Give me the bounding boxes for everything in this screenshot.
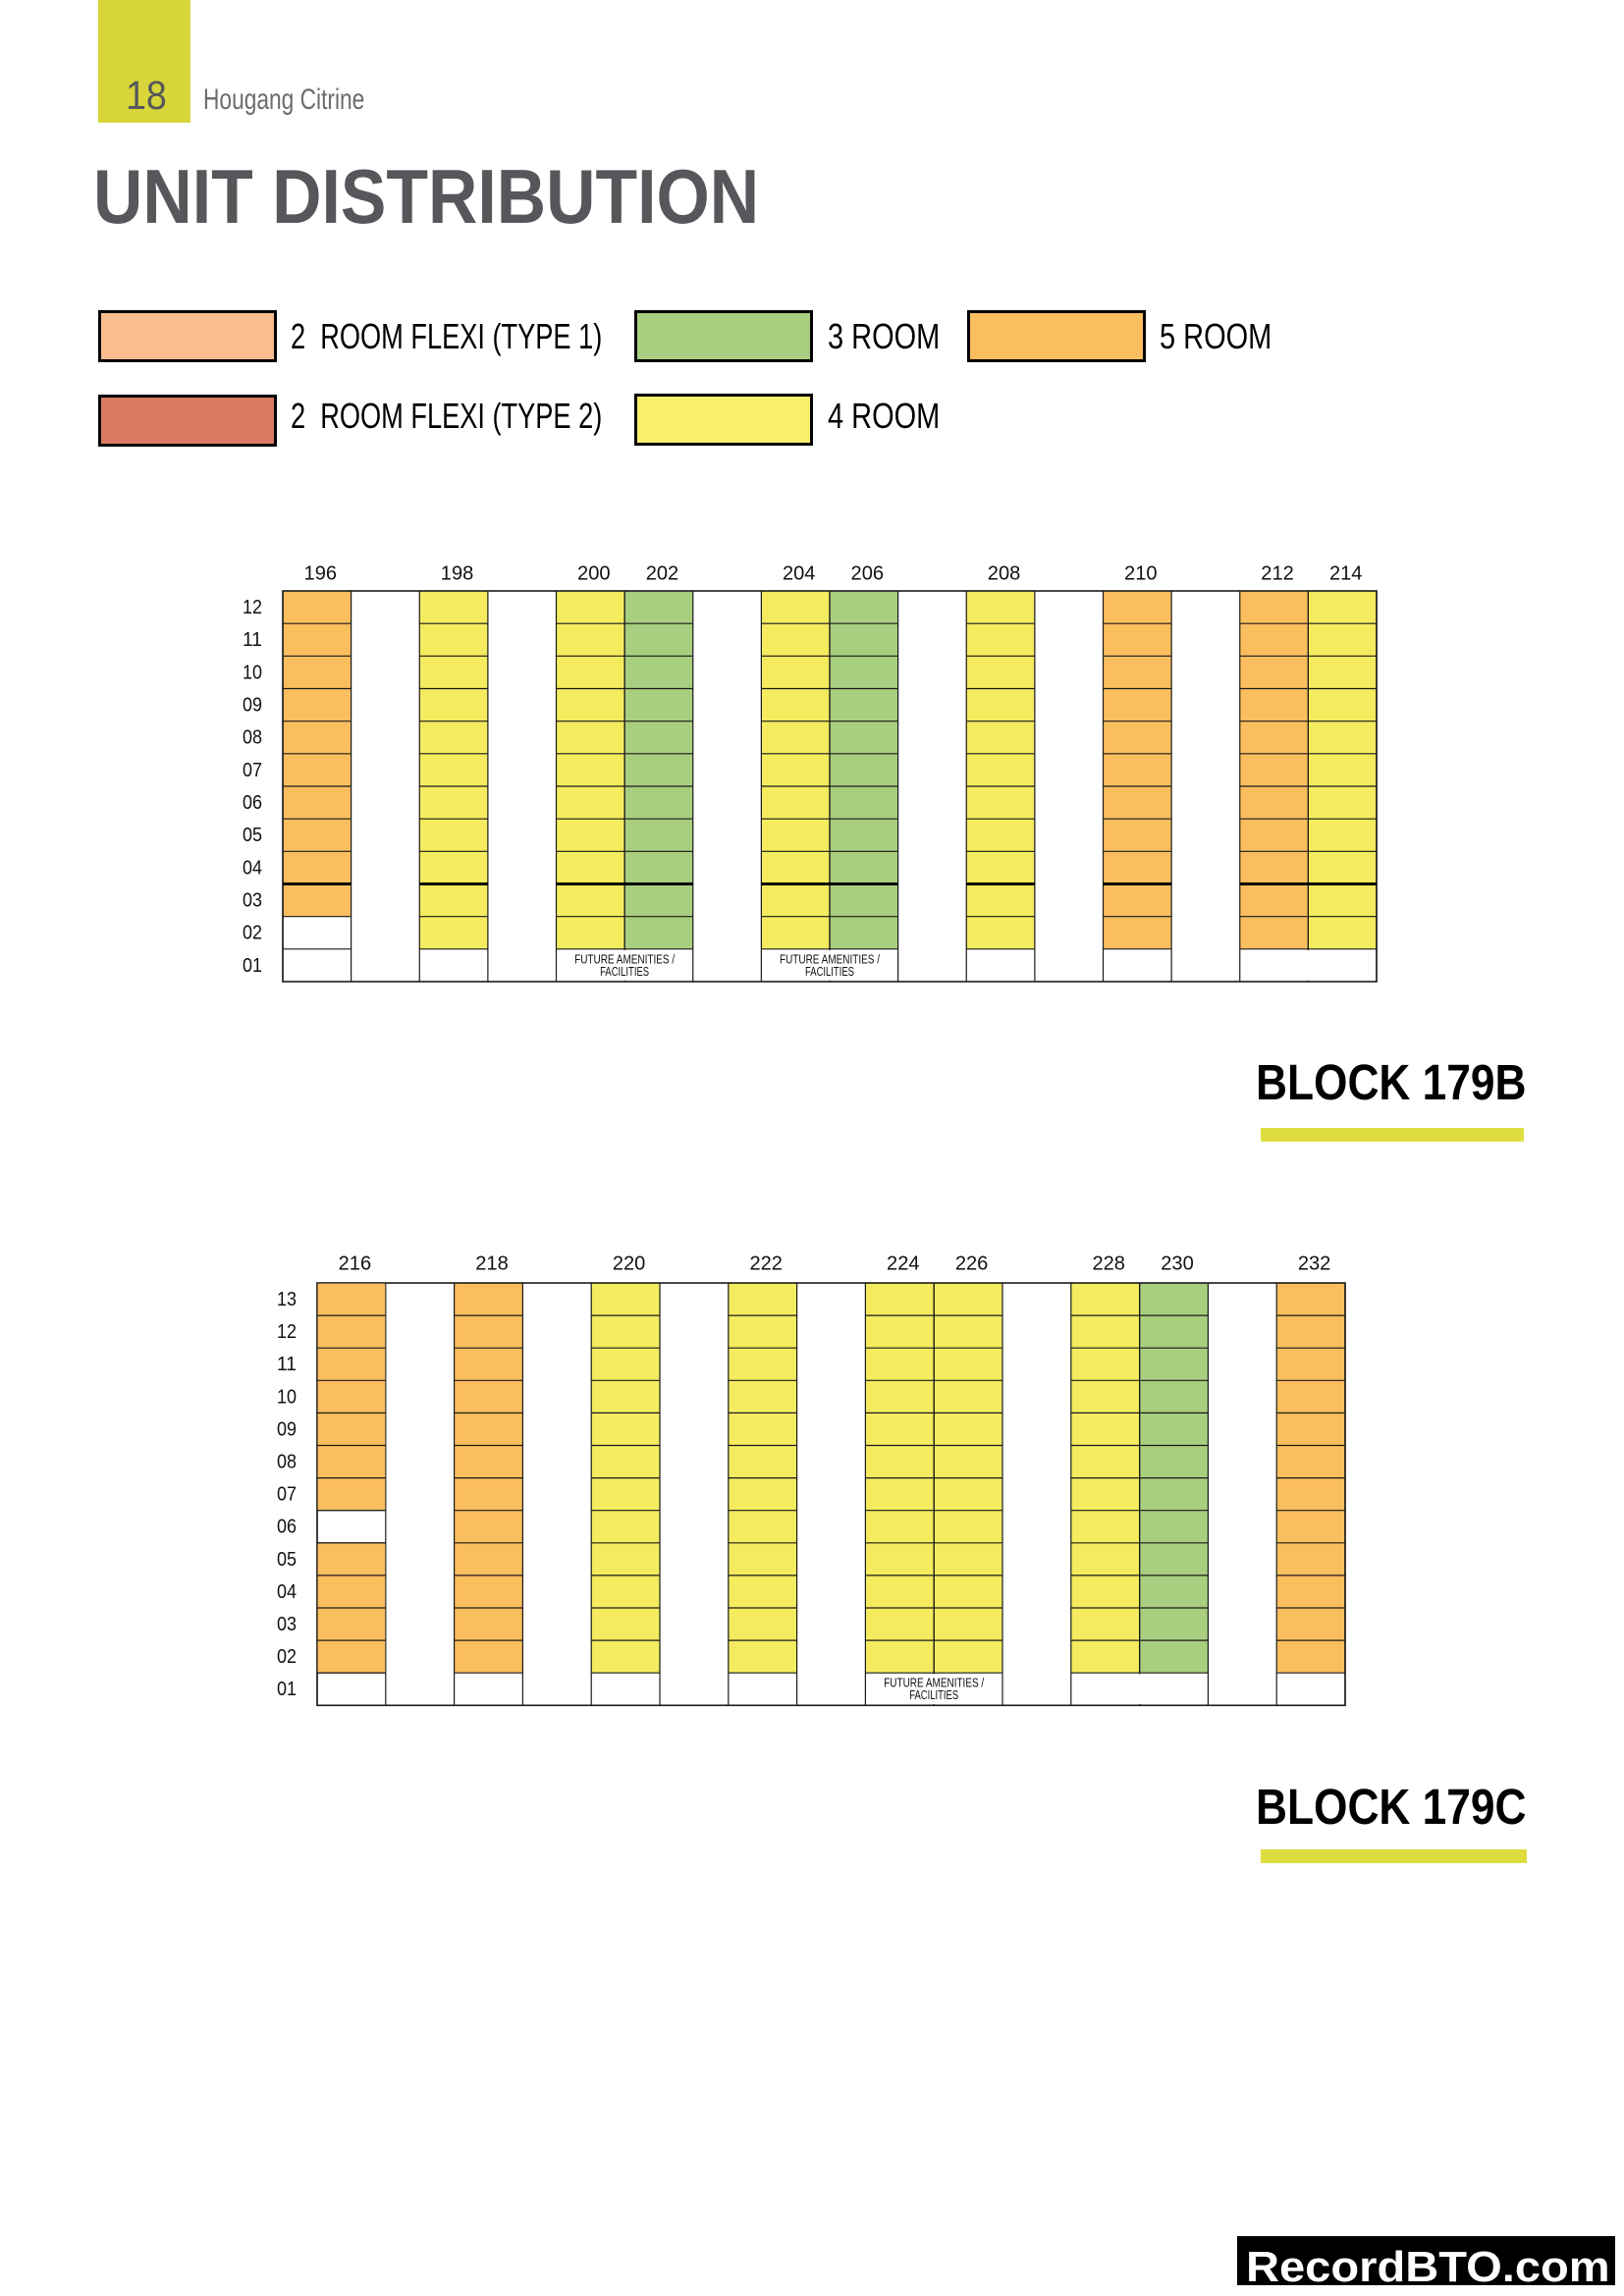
svg-text:04: 04 [243,856,262,879]
svg-text:10: 10 [277,1385,297,1408]
svg-text:08: 08 [243,726,262,749]
svg-text:226: 226 [955,1252,988,1274]
svg-text:230: 230 [1161,1252,1193,1274]
svg-text:202: 202 [646,562,678,585]
svg-text:06: 06 [243,791,262,814]
svg-text:220: 220 [613,1252,645,1274]
svg-text:13: 13 [277,1288,297,1310]
svg-text:216: 216 [339,1252,371,1274]
svg-text:228: 228 [1092,1252,1124,1274]
svg-text:200: 200 [577,562,611,585]
svg-text:09: 09 [277,1417,297,1440]
svg-text:01: 01 [243,954,262,977]
svg-text:09: 09 [243,694,262,717]
svg-text:11: 11 [243,628,262,651]
svg-text:FACILITIES: FACILITIES [600,965,649,979]
svg-text:218: 218 [475,1252,508,1274]
svg-text:12: 12 [277,1320,297,1343]
svg-text:FUTURE AMENITIES /: FUTURE AMENITIES / [780,952,880,966]
svg-text:05: 05 [243,824,262,846]
svg-text:214: 214 [1329,562,1363,585]
svg-text:05: 05 [277,1548,297,1571]
svg-text:03: 03 [243,889,262,912]
svg-text:11: 11 [277,1353,297,1375]
svg-text:04: 04 [277,1580,297,1603]
svg-text:FACILITIES: FACILITIES [909,1688,958,1702]
svg-text:198: 198 [441,562,474,585]
svg-text:06: 06 [277,1516,297,1538]
svg-text:08: 08 [277,1450,297,1472]
svg-text:196: 196 [304,562,337,585]
svg-text:208: 208 [988,562,1020,585]
svg-text:206: 206 [851,562,885,585]
svg-text:07: 07 [243,759,262,781]
svg-text:FUTURE AMENITIES /: FUTURE AMENITIES / [884,1676,984,1689]
svg-text:10: 10 [243,661,262,683]
svg-text:FUTURE AMENITIES /: FUTURE AMENITIES / [574,952,675,966]
svg-text:210: 210 [1124,562,1158,585]
svg-text:FACILITIES: FACILITIES [805,965,854,979]
svg-text:222: 222 [749,1252,782,1274]
svg-text:204: 204 [783,562,816,585]
svg-text:02: 02 [243,922,262,944]
svg-text:03: 03 [277,1613,297,1635]
svg-text:01: 01 [277,1678,297,1700]
svg-text:02: 02 [277,1645,297,1668]
svg-text:212: 212 [1261,562,1293,585]
svg-text:12: 12 [243,596,262,618]
svg-text:07: 07 [277,1482,297,1505]
svg-text:224: 224 [887,1252,919,1274]
svg-text:232: 232 [1298,1252,1330,1274]
